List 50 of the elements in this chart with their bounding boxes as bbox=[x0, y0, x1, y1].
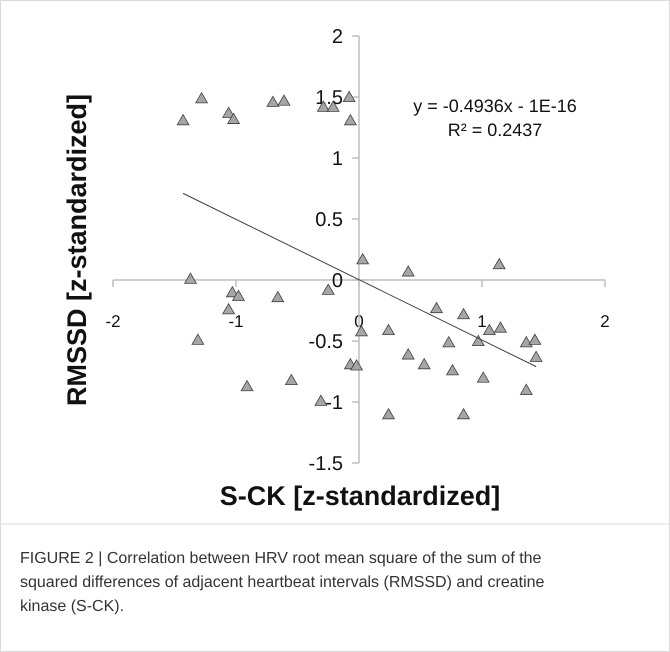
point bbox=[342, 91, 356, 102]
x-tick-label: -1 bbox=[228, 312, 244, 331]
point bbox=[232, 290, 245, 301]
point bbox=[520, 336, 533, 348]
point bbox=[176, 114, 190, 126]
point bbox=[285, 374, 298, 386]
y-tick-label: -1.5 bbox=[308, 453, 343, 475]
point bbox=[457, 308, 470, 320]
annotation: R² = 0.2437 bbox=[448, 120, 542, 140]
x-tick-label: 1 bbox=[477, 312, 487, 331]
point bbox=[520, 384, 533, 395]
point bbox=[402, 265, 414, 276]
point bbox=[457, 408, 470, 420]
y-tick-label: 0 bbox=[332, 270, 343, 292]
x-tick-label: 2 bbox=[600, 312, 610, 331]
point bbox=[430, 302, 443, 314]
point bbox=[356, 253, 369, 264]
point bbox=[272, 291, 284, 302]
x-tick-label: -2 bbox=[105, 312, 121, 331]
point bbox=[530, 350, 542, 362]
point bbox=[240, 380, 254, 392]
y-tick-label: 0.5 bbox=[315, 209, 343, 231]
point bbox=[442, 336, 456, 348]
y-tick-label: 2 bbox=[332, 26, 343, 48]
annotation: y = -0.4936x - 1E-16 bbox=[413, 96, 577, 116]
caption: FIGURE 2 | Correlation between HRV root mean square of the sum of the squared differences of adjacent heartbeat intervals (RMSSD) and creatine kinase (S-CK). bbox=[20, 550, 545, 615]
point bbox=[266, 96, 280, 107]
point bbox=[382, 408, 395, 420]
point bbox=[402, 348, 414, 360]
point bbox=[184, 272, 197, 284]
point bbox=[492, 258, 506, 270]
point bbox=[222, 303, 235, 314]
y-tick-label: -0.5 bbox=[308, 331, 343, 353]
point bbox=[382, 324, 395, 336]
point bbox=[494, 322, 507, 333]
y-axis-title: RMSSD [z-standardized] bbox=[62, 94, 92, 406]
point bbox=[446, 364, 459, 376]
point bbox=[344, 114, 357, 126]
point bbox=[418, 358, 430, 370]
point bbox=[472, 335, 485, 346]
point bbox=[227, 112, 240, 124]
point bbox=[278, 94, 290, 106]
point bbox=[350, 359, 363, 370]
y-tick-label: 1 bbox=[332, 148, 343, 170]
point bbox=[192, 334, 204, 345]
point bbox=[195, 92, 208, 104]
y-tick-label: -1 bbox=[325, 392, 343, 414]
point bbox=[528, 334, 542, 345]
point bbox=[476, 372, 490, 383]
x-axis-title: S-CK [z-standardized] bbox=[220, 481, 500, 511]
